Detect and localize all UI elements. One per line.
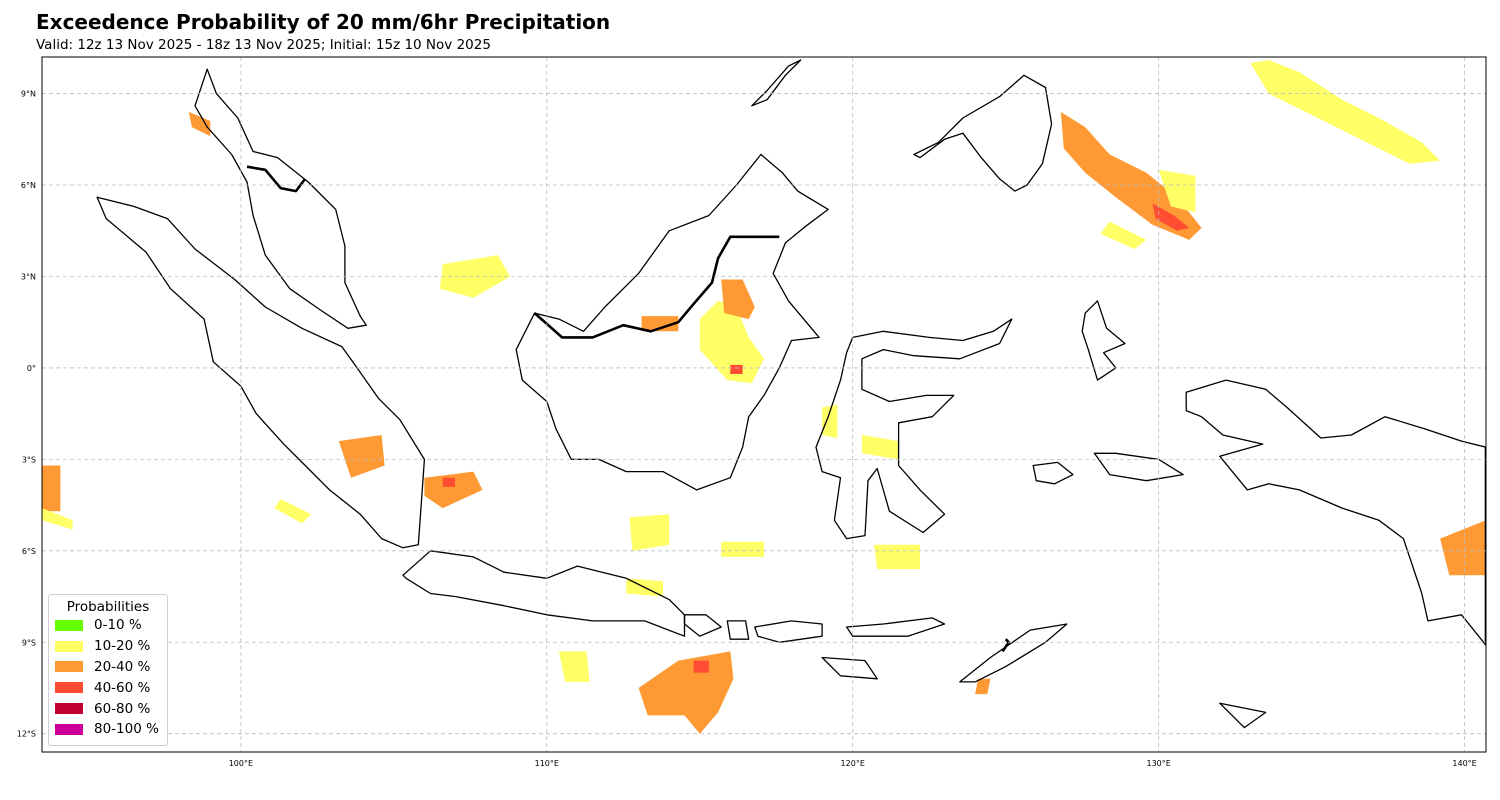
legend-item-60-80: 60-80 % bbox=[49, 698, 167, 719]
coastline-borneo bbox=[515, 153, 829, 491]
lat-tick-label: 12°S bbox=[17, 730, 36, 739]
precip-area-bangka-orange bbox=[424, 471, 483, 509]
coastline-sumba bbox=[821, 656, 878, 680]
precip-area-sulawesi-west-yellow bbox=[822, 404, 838, 438]
lon-tick-label: 100°E bbox=[229, 759, 253, 768]
lat-tick-label: 9°S bbox=[22, 638, 36, 647]
legend-swatch bbox=[55, 619, 83, 631]
coastline-halmahera bbox=[1081, 300, 1126, 381]
coastline-buru bbox=[1032, 461, 1074, 485]
precip-area-sumatra-north-orange bbox=[188, 111, 211, 137]
coastline-mindanao bbox=[913, 74, 1053, 192]
legend: Probabilities 0-10 % 10-20 % 20-40 % 40-… bbox=[48, 594, 168, 746]
legend-label: 80-100 % bbox=[94, 721, 159, 738]
coastline-sri-kalimantan-island bbox=[1219, 702, 1267, 729]
precip-area-mindanao-east-core bbox=[1152, 203, 1190, 231]
gridline-layer bbox=[42, 57, 1486, 752]
lon-tick-label: 130°E bbox=[1146, 759, 1170, 768]
coastline-seram bbox=[1093, 452, 1184, 482]
lat-tick-label: 6°S bbox=[22, 547, 36, 556]
legend-label: 10-20 % bbox=[94, 638, 151, 655]
precip-area-bangka-red bbox=[442, 477, 455, 487]
coastline-malay-peninsula bbox=[194, 68, 367, 329]
precip-area-mindanao-east-yellow bbox=[1158, 169, 1196, 213]
precip-area-bali-south-red bbox=[693, 660, 709, 673]
precip-area-sumatra-west-yellow bbox=[42, 508, 73, 530]
precip-area-borneo-east-yellow bbox=[699, 300, 764, 384]
precip-area-borneo-east-orange bbox=[721, 279, 755, 320]
precip-area-timor-orange bbox=[975, 678, 991, 695]
map-subtitle: Valid: 12z 13 Nov 2025 - 18z 13 Nov 2025… bbox=[36, 37, 491, 53]
precip-area-talaud-yellow bbox=[1100, 221, 1147, 249]
precip-area-sumatra-south-orange bbox=[338, 435, 385, 478]
precip-area-indian-ocean-blob bbox=[559, 651, 590, 682]
lat-tick-label: 3°N bbox=[21, 272, 36, 281]
precip-area-sulawesi-east-yellow bbox=[861, 435, 899, 460]
coastline-sumatra bbox=[96, 196, 426, 549]
precip-area-borneo-central-orange bbox=[641, 316, 679, 332]
legend-item-40-60: 40-60 % bbox=[49, 677, 167, 698]
map-background bbox=[42, 57, 1486, 752]
precip-area-papua-south-orange bbox=[1440, 520, 1486, 576]
precip-area-java-sea-east-blob bbox=[721, 541, 764, 557]
lat-tick-label: 6°N bbox=[21, 181, 36, 190]
legend-label: 40-60 % bbox=[94, 679, 151, 696]
coastline-sulawesi bbox=[815, 318, 1013, 540]
precip-area-bengkulu-yellow bbox=[274, 499, 312, 524]
border-malaysia-thailand bbox=[246, 165, 307, 193]
legend-swatch bbox=[55, 703, 83, 715]
precip-area-java-sea-blob bbox=[629, 514, 670, 551]
legend-swatch bbox=[55, 723, 83, 735]
coastline-java bbox=[402, 550, 686, 637]
precipitation-layer bbox=[42, 60, 1486, 734]
coastline-layer bbox=[96, 59, 1486, 729]
legend-swatch bbox=[55, 682, 83, 694]
precip-area-sumatra-west-orange bbox=[42, 465, 61, 512]
precip-area-luzon-sea-band bbox=[1250, 60, 1441, 164]
lon-tick-label: 140°E bbox=[1452, 759, 1476, 768]
lat-tick-label: 3°S bbox=[22, 455, 36, 464]
lon-tick-label: 120°E bbox=[841, 759, 865, 768]
lat-tick-label: 0° bbox=[27, 364, 36, 373]
precip-area-kalimantan-west-yellow bbox=[439, 255, 511, 298]
legend-item-80-100: 80-100 % bbox=[49, 719, 167, 740]
coastline-palawan-south bbox=[751, 59, 802, 107]
coastline-bali bbox=[683, 614, 722, 637]
legend-label: 0-10 % bbox=[94, 617, 142, 634]
map-title: Exceedence Probability of 20 mm/6hr Prec… bbox=[36, 10, 611, 34]
lat-tick-label: 9°N bbox=[21, 90, 36, 99]
legend-swatch bbox=[55, 640, 83, 652]
coastline-new-guinea bbox=[1185, 379, 1486, 646]
coastline-sumbawa bbox=[754, 620, 823, 643]
coastline-timor bbox=[959, 623, 1068, 683]
legend-title: Probabilities bbox=[66, 599, 150, 615]
legend-label: 60-80 % bbox=[94, 700, 151, 717]
legend-item-20-40: 20-40 % bbox=[49, 657, 167, 678]
lon-tick-label: 110°E bbox=[535, 759, 559, 768]
precip-area-borneo-east-red bbox=[730, 364, 743, 374]
legend-label: 20-40 % bbox=[94, 658, 151, 675]
legend-item-10-20: 10-20 % bbox=[49, 636, 167, 657]
coastline-lombok bbox=[726, 620, 750, 640]
legend-swatch bbox=[55, 661, 83, 673]
precip-area-flores-sea-blob bbox=[874, 544, 920, 570]
axis-label-layer: 9°N 6°N 3°N 0° 3°S 6°S 9°S 12°S 100°E 110°E 120°E 1… bbox=[17, 90, 1477, 768]
border-borneo-sarawak-kalimantan bbox=[533, 235, 780, 339]
coastline-flores bbox=[845, 617, 946, 637]
precip-area-mindanao-east bbox=[1060, 111, 1202, 240]
map-frame bbox=[41, 56, 1487, 753]
precip-area-bali-south-orange bbox=[638, 651, 734, 734]
legend-item-0-10: 0-10 % bbox=[49, 615, 167, 636]
